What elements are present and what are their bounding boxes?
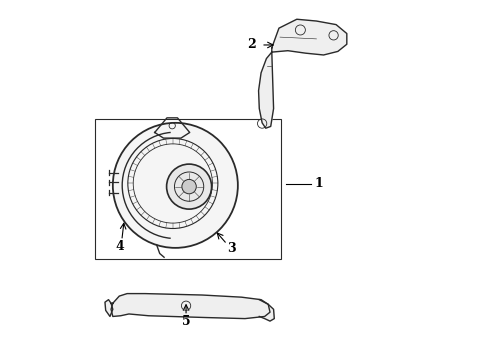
Circle shape [182, 179, 196, 194]
Text: 5: 5 [182, 315, 191, 328]
Text: 4: 4 [116, 240, 124, 253]
Circle shape [167, 164, 212, 209]
Polygon shape [259, 300, 274, 321]
Circle shape [113, 123, 238, 248]
Text: 2: 2 [247, 39, 256, 51]
Polygon shape [111, 294, 270, 319]
Polygon shape [105, 300, 113, 316]
Polygon shape [272, 19, 347, 55]
Polygon shape [259, 52, 273, 128]
Text: 3: 3 [227, 242, 236, 255]
Text: 1: 1 [315, 177, 323, 190]
Bar [95, 119, 281, 258]
